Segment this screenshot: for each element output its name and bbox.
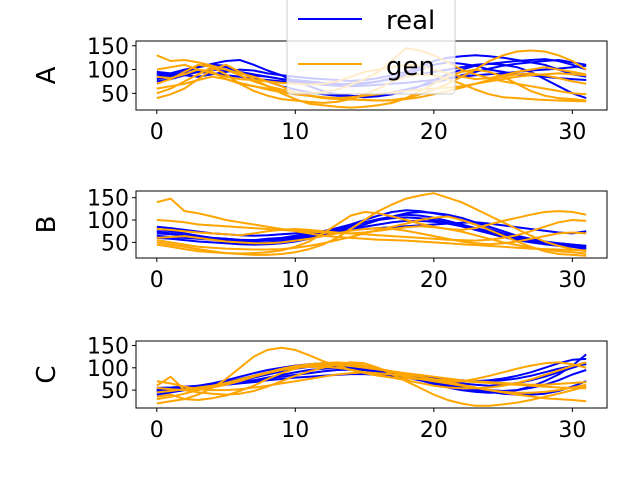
x-tick-label: 30 [558, 418, 586, 443]
x-tick-label: 30 [558, 120, 586, 145]
x-tick-label: 10 [281, 120, 309, 145]
series-line-real [156, 58, 587, 99]
x-tick-label: 20 [420, 418, 448, 443]
y-axis-label: B [32, 216, 62, 234]
series-line-gen [156, 197, 587, 252]
series-line-gen [156, 362, 587, 394]
y-tick-label: 100 [87, 357, 129, 382]
y-tick-label: 50 [101, 379, 129, 404]
x-tick-label: 10 [281, 268, 309, 293]
x-tick-label: 0 [150, 268, 164, 293]
x-tick-label: 20 [420, 120, 448, 145]
y-tick-label: 150 [87, 187, 129, 212]
y-axis-label: A [32, 66, 62, 84]
series-group [156, 192, 587, 257]
y-tick-label: 50 [101, 82, 129, 107]
y-tick-label: 100 [87, 59, 129, 84]
series-group [156, 346, 587, 407]
series-line-gen [156, 219, 587, 255]
y-axis-label: C [32, 365, 62, 383]
legend-label-real: real [386, 6, 435, 36]
series-line-gen [156, 361, 587, 401]
series-line-real [156, 219, 587, 248]
y-tick-label: 150 [87, 35, 129, 60]
series-line-gen [156, 219, 587, 242]
series-line-gen [156, 227, 587, 246]
series-line-gen [156, 210, 587, 255]
legend-label-gen: gen [386, 52, 435, 82]
x-tick-label: 30 [558, 268, 586, 293]
axes-frame [135, 190, 608, 259]
x-tick-label: 20 [420, 268, 448, 293]
legend-frame [286, 0, 456, 95]
y-tick-label: 150 [87, 334, 129, 359]
series-line-gen [156, 72, 587, 102]
y-tick-label: 100 [87, 209, 129, 234]
x-tick-label: 0 [150, 418, 164, 443]
x-tick-label: 0 [150, 120, 164, 145]
legend: real gen [286, 0, 456, 95]
y-tick-label: 50 [101, 231, 129, 256]
x-tick-label: 10 [281, 418, 309, 443]
axes-frame [135, 340, 608, 409]
